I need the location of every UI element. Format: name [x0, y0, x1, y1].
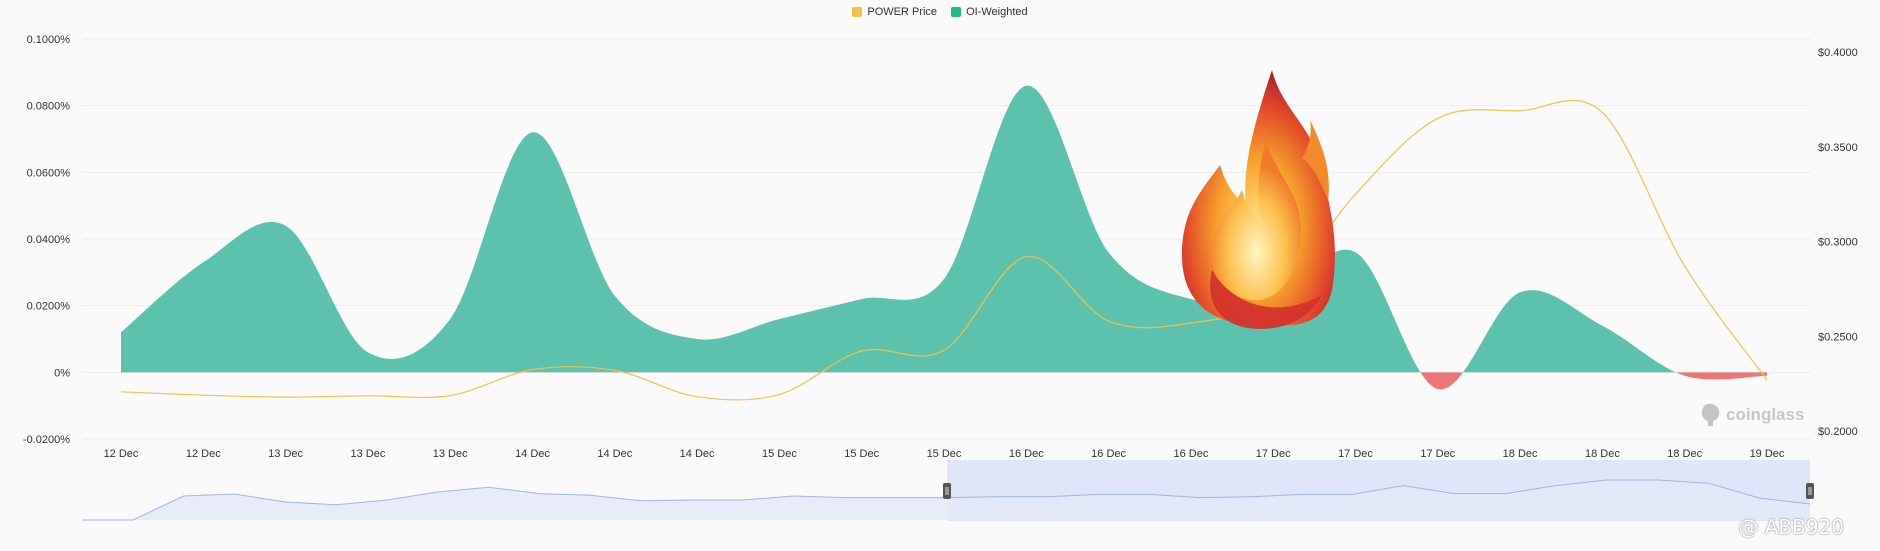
x-axis-tick-label: 14 Dec [597, 448, 632, 460]
x-axis-tick-label: 15 Dec [844, 448, 879, 460]
right-axis-tick-label: $0.4000 [1818, 47, 1858, 59]
x-axis-tick-label: 13 Dec [350, 448, 385, 460]
price-series [120, 99, 1768, 401]
grid-lines [82, 38, 1810, 440]
fire-emoji-icon [1182, 70, 1335, 330]
range-navigator[interactable] [82, 460, 1814, 521]
x-axis-tick-label: 13 Dec [433, 448, 468, 460]
x-axis-tick-label: 16 Dec [1009, 448, 1044, 460]
right-axis-tick-label: $0.3000 [1818, 237, 1858, 249]
right-axis-tick-label: $0.3500 [1818, 142, 1858, 154]
left-axis-tick-label: 0.0400% [27, 234, 71, 246]
x-axis-tick-label: 13 Dec [268, 448, 303, 460]
coinglass-logo-text: coinglass [1726, 405, 1804, 424]
legend-label-price: POWER Price [867, 6, 938, 18]
x-axis-tick-label: 17 Dec [1256, 448, 1291, 460]
x-axis-tick-label: 14 Dec [680, 448, 715, 460]
chart-legend: POWER Price OI-Weighted [0, 6, 1880, 18]
right-axis: $0.4000 $0.3500 $0.3000 $0.2500 $0.2000 [1818, 47, 1858, 438]
user-watermark: @ ABB920 [1738, 515, 1844, 539]
x-axis-tick-label: 18 Dec [1503, 448, 1538, 460]
x-axis-tick-label: 18 Dec [1585, 448, 1620, 460]
x-axis-tick-label: 12 Dec [104, 448, 139, 460]
x-axis-tick-label: 17 Dec [1420, 448, 1455, 460]
oi-weighted-area-positive [121, 85, 1767, 373]
left-axis-tick-label: 0.0200% [27, 301, 71, 313]
x-axis-tick-label: 12 Dec [186, 448, 221, 460]
left-axis: 0.1000% 0.0800% 0.0600% 0.0400% 0.0200% 0% -0.… [23, 34, 70, 446]
x-axis-tick-label: 15 Dec [762, 448, 797, 460]
navigator-handle-left[interactable] [943, 483, 951, 499]
x-axis-tick-label: 16 Dec [1091, 448, 1126, 460]
x-axis-tick-label: 14 Dec [515, 448, 550, 460]
user-watermark-text: @ ABB920 [1738, 515, 1844, 539]
x-axis-tick-label: 19 Dec [1750, 448, 1785, 460]
x-axis-tick-label: 17 Dec [1338, 448, 1373, 460]
x-axis-tick-label: 15 Dec [927, 448, 962, 460]
left-axis-tick-label: -0.0200% [23, 434, 70, 446]
right-axis-tick-label: $0.2000 [1818, 426, 1858, 438]
x-axis-tick-label: 18 Dec [1667, 448, 1702, 460]
x-axis: 12 Dec 12 Dec 13 Dec 13 Dec 13 Dec 14 Dec 14 D… [104, 448, 1785, 460]
coinglass-logo: coinglass [1701, 403, 1804, 426]
left-axis-tick-label: 0.0800% [27, 101, 71, 113]
legend-item-oi[interactable]: OI-Weighted [951, 6, 1028, 18]
legend-swatch-price [852, 7, 863, 17]
legend-swatch-oi [951, 7, 962, 17]
right-axis-tick-label: $0.2500 [1818, 331, 1858, 343]
x-axis-tick-label: 16 Dec [1173, 448, 1208, 460]
price-line [120, 99, 1768, 401]
oi-weighted-area-negative [1420, 372, 1767, 390]
left-axis-tick-label: 0.0600% [27, 167, 71, 179]
left-axis-tick-label: 0% [54, 367, 70, 379]
legend-label-oi: OI-Weighted [966, 6, 1028, 18]
legend-item-price[interactable]: POWER Price [852, 6, 937, 18]
navigator-handle-right[interactable] [1806, 483, 1814, 499]
coinglass-logo-icon [1701, 403, 1720, 426]
left-axis-tick-label: 0.1000% [27, 34, 71, 46]
oi-weighted-series [121, 85, 1767, 390]
